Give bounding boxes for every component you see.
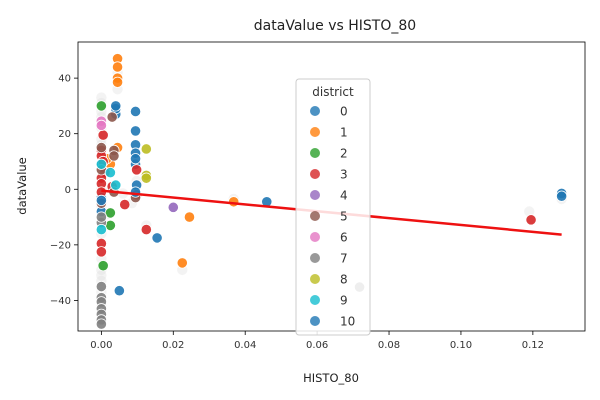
data-point-district-8 (141, 173, 151, 183)
legend-label-district-10: 10 (340, 315, 355, 329)
x-axis-label: HISTO_80 (303, 371, 359, 385)
data-point-district-8 (141, 144, 151, 154)
data-point-district-5 (96, 142, 106, 152)
legend-marker-district-6 (310, 232, 320, 242)
legend-marker-district-3 (310, 169, 320, 179)
legend-marker-district-4 (310, 190, 320, 200)
legend-title: district (312, 85, 354, 99)
data-point-district-0 (556, 191, 566, 201)
x-tick-label: 0.06 (306, 340, 328, 351)
data-point-district-1 (112, 62, 122, 72)
y-axis-ticks: −40 −20 0 20 40 (50, 74, 78, 307)
data-point-district-0 (114, 286, 124, 296)
legend-label-district-3: 3 (340, 168, 348, 182)
x-tick-label: 0.12 (522, 340, 544, 351)
chart-title: dataValue vs HISTO_80 (254, 18, 416, 34)
legend-label-district-7: 7 (340, 252, 348, 266)
legend-label-district-5: 5 (340, 210, 348, 224)
legend-label-district-4: 4 (340, 189, 348, 203)
data-point-district-7 (96, 212, 106, 222)
legend-marker-district-1 (310, 127, 320, 137)
data-point-district-2 (98, 260, 108, 270)
x-tick-label: 0.00 (90, 340, 112, 351)
legend-label-district-0: 0 (340, 105, 348, 119)
legend-marker-district-7 (310, 253, 320, 263)
legend-label-district-6: 6 (340, 231, 348, 245)
x-tick-label: 0.04 (234, 340, 256, 351)
data-point-district-5 (107, 112, 117, 122)
legend: district 0 1 2 3 4 5 6 7 8 9 10 (296, 79, 370, 335)
data-point-district-3 (96, 247, 106, 257)
data-point-district-0 (152, 233, 162, 243)
y-tick-label: 40 (58, 74, 71, 85)
data-point-district-9 (96, 224, 106, 234)
legend-label-district-9: 9 (340, 294, 348, 308)
data-point-district-0 (130, 106, 140, 116)
data-point-district-3 (526, 215, 536, 225)
x-tick-label: 0.08 (378, 340, 400, 351)
legend-marker-district-10 (310, 316, 320, 326)
legend-marker-district-5 (310, 211, 320, 221)
data-point-district-7 (96, 281, 106, 291)
legend-label-district-1: 1 (340, 126, 348, 140)
data-point-district-6 (96, 120, 106, 130)
y-tick-label: −40 (50, 296, 71, 307)
y-axis-label: dataValue (15, 157, 29, 214)
legend-marker-district-2 (310, 148, 320, 158)
legend-marker-district-9 (310, 295, 320, 305)
x-tick-label: 0.02 (162, 340, 184, 351)
data-point-district-2 (96, 101, 106, 111)
data-point-district-3 (120, 199, 130, 209)
data-point-district-9 (105, 167, 115, 177)
legend-frame (296, 79, 370, 335)
data-point-district-1 (184, 212, 194, 222)
data-point-district-10 (130, 187, 140, 197)
data-point-district-0 (130, 126, 140, 136)
data-point-district-5 (109, 151, 119, 161)
y-tick-label: −20 (50, 240, 71, 251)
data-point-district-1 (177, 258, 187, 268)
data-point-district-1 (112, 77, 122, 87)
legend-label-district-8: 8 (340, 273, 348, 287)
data-point-district-3 (141, 224, 151, 234)
x-tick-label: 0.10 (450, 340, 472, 351)
data-point-district-4 (168, 202, 178, 212)
y-tick-label: 20 (58, 129, 71, 140)
legend-marker-district-8 (310, 274, 320, 284)
data-point-district-3 (98, 130, 108, 140)
legend-marker-district-0 (310, 106, 320, 116)
y-tick-label: 0 (65, 185, 71, 196)
data-point-district-10 (96, 195, 106, 205)
data-point-district-9 (96, 159, 106, 169)
data-point-district-3 (131, 165, 141, 175)
data-point-district-10 (130, 154, 140, 164)
data-point-district-7 (96, 319, 106, 329)
legend-label-district-2: 2 (340, 147, 348, 161)
data-point-district-0 (111, 101, 121, 111)
data-point-district-9 (111, 180, 121, 190)
